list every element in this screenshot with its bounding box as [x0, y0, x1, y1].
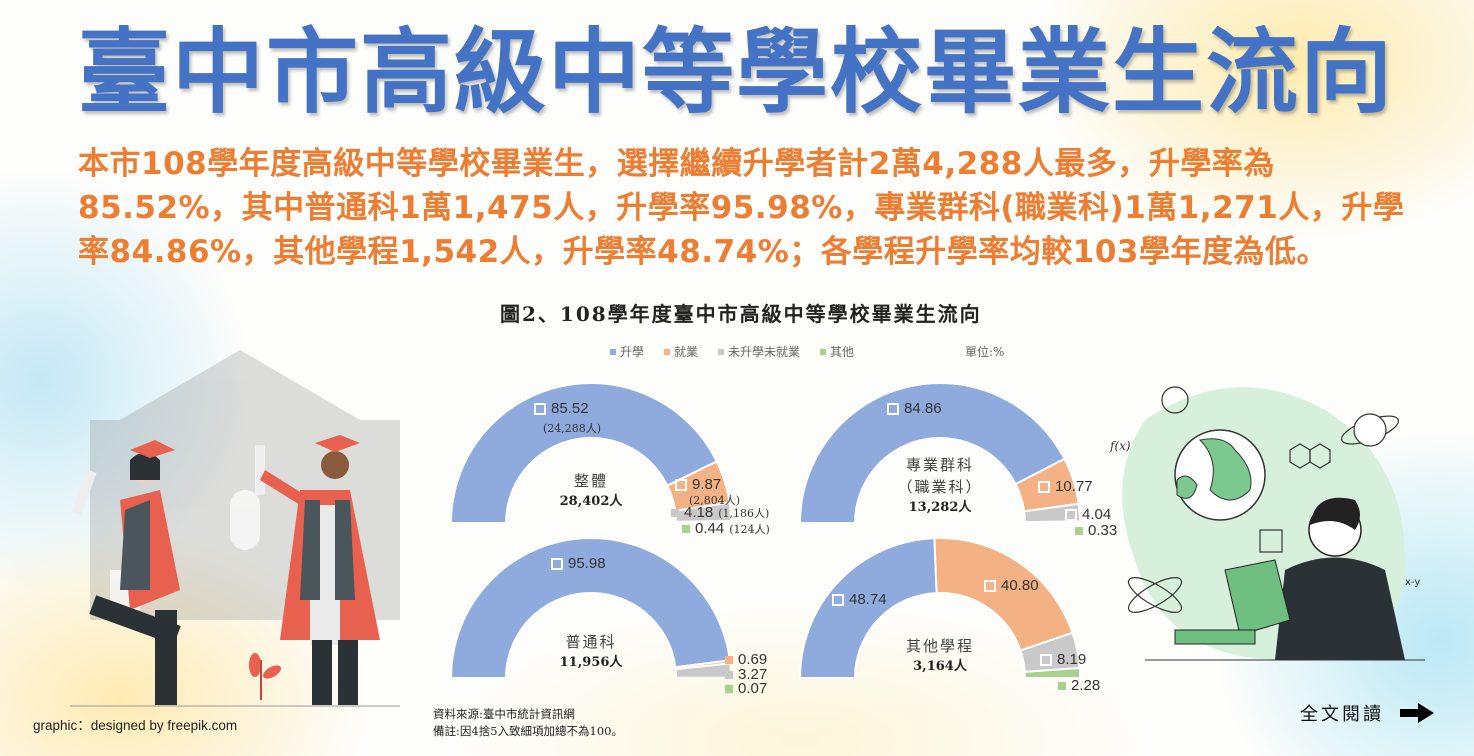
label-other: 0.44 (124人): [682, 520, 770, 537]
marker-icon: [725, 655, 733, 664]
donut-other-programs: 48.74 40.80 8.19 2.28 其他學程 3,164人: [790, 535, 1120, 695]
donut-name: 整體: [573, 472, 608, 490]
read-more-link[interactable]: 全文閱讀: [1300, 700, 1434, 726]
marker-icon: [1058, 681, 1066, 690]
student-reading-illustration: f(x) x-y: [1109, 386, 1425, 661]
donut-total: 13,282人: [908, 500, 972, 515]
label-employ: 9.87: [675, 476, 721, 493]
legend-label-other: 其他: [830, 345, 855, 359]
donut-segment: [1023, 520, 1082, 524]
donut-other-programs-arcs: [798, 537, 1082, 679]
right-arrow-icon: [1400, 703, 1434, 723]
chart-legend: 升學 就業 未升學未就業 其他: [610, 343, 854, 360]
note-text: 備註:因4捨5入致細項加總不為100。: [433, 724, 623, 738]
donut-other-programs-center: 其他學程 3,164人: [885, 635, 995, 677]
marker-icon: [551, 557, 563, 570]
label-other: 0.07: [725, 680, 767, 697]
marker-icon: [725, 684, 733, 693]
figure-title: 圖2、108學年度臺中市高級中等學校畢業生流向: [500, 302, 982, 326]
count-employ: (2,804人): [689, 494, 741, 507]
donut-segment: [1023, 666, 1082, 679]
donut-overall-center: 整體 28,402人: [541, 470, 641, 512]
marker-icon: [887, 402, 899, 415]
label-study: 95.98: [551, 555, 606, 572]
donut-name: 專業群科: [905, 456, 974, 474]
label-study: 84.86: [887, 400, 942, 417]
donut-overall-arcs: [449, 382, 733, 524]
donut-segment: [449, 537, 731, 679]
donut-segment: [933, 537, 1074, 652]
label-study: 48.74: [832, 591, 887, 608]
donut-total: 3,164人: [913, 659, 967, 674]
donut-vocational-arcs: [798, 382, 1082, 524]
unit-label: 單位:%: [965, 345, 1005, 359]
legend-swatch-study: [610, 348, 616, 355]
marker-icon: [725, 670, 733, 679]
count-study: (24,288人): [543, 422, 602, 435]
marker-icon: [682, 524, 690, 533]
legend-label-employ: 就業: [674, 345, 699, 359]
page-title: 臺中市高級中等學校畢業生流向: [78, 19, 1395, 126]
label-neither: 4.04: [1065, 506, 1111, 523]
donut-vocational: 84.86 10.77 4.04 0.33 專業群科 （職業科） 13,282人: [790, 380, 1120, 539]
label-employ: 40.80: [984, 577, 1039, 594]
label-other: 2.28: [1058, 677, 1100, 694]
donut-segment: [798, 537, 938, 679]
donut-segment: [798, 382, 1066, 524]
summary-text: 本市108學年度高級中等學校畢業生，選擇繼續升學者計2萬4,288人最多，升學率…: [78, 146, 1405, 270]
label-neither: 4.18 (1,186人): [671, 504, 769, 521]
legend-item-other: 其他: [820, 343, 854, 360]
donut-total: 28,402人: [559, 494, 623, 509]
marker-icon: [832, 593, 844, 606]
donut-general: 95.98 0.69 3.27 0.07 普通科 11,956人: [436, 535, 767, 697]
label-study: 85.52: [534, 400, 589, 417]
legend-swatch-other: [820, 348, 827, 355]
donut-name-sub: （職業科）: [897, 478, 983, 496]
marker-icon: [671, 508, 679, 517]
label-other: 0.33: [1075, 522, 1117, 539]
marker-icon: [675, 478, 687, 491]
marker-icon: [1065, 508, 1077, 521]
marker-icon: [1075, 526, 1083, 535]
donut-general-center: 普通科 11,956人: [541, 631, 641, 673]
legend-swatch-neither: [718, 348, 725, 355]
legend-item-study: 升學: [610, 343, 644, 360]
donut-segment: [674, 520, 733, 524]
legend-swatch-employ: [664, 348, 671, 355]
source-text: 資料來源:臺中市統計資訊網: [433, 707, 575, 721]
donut-segment: [449, 382, 719, 524]
legend-item-neither: 未升學未就業: [718, 343, 800, 360]
read-more-label: 全文閱讀: [1300, 704, 1384, 725]
label-employ: 10.77: [1038, 478, 1093, 495]
chart-source-note: 資料來源:臺中市統計資訊網 備註:因4捨5入致細項加總不為100。: [433, 706, 623, 740]
legend-label-study: 升學: [620, 345, 645, 359]
marker-icon: [534, 402, 546, 415]
donut-total: 11,956人: [559, 655, 623, 670]
donut-overall: 85.52 (24,288人) 9.87 (2,804人) 4.18 (1,186…: [436, 380, 770, 537]
donut-name: 其他學程: [905, 637, 974, 655]
graduates-illustration: [70, 350, 400, 707]
svg-text:f(x): f(x): [1109, 439, 1131, 453]
marker-icon: [1040, 653, 1052, 666]
svg-text:x-y: x-y: [1405, 577, 1420, 588]
legend-label-neither: 未升學未就業: [728, 345, 801, 359]
legend-item-employ: 就業: [664, 343, 698, 360]
marker-icon: [984, 579, 996, 592]
label-employ: 0.69: [725, 651, 767, 668]
donut-vocational-center: 專業群科 （職業科） 13,282人: [885, 454, 995, 518]
label-neither: 3.27: [725, 666, 767, 683]
graphic-credit: graphic：designed by freepik.com: [33, 718, 238, 733]
donut-general-arcs: [449, 537, 733, 679]
marker-icon: [1038, 480, 1050, 493]
label-neither: 8.19: [1040, 651, 1086, 668]
donut-name: 普通科: [565, 633, 617, 651]
